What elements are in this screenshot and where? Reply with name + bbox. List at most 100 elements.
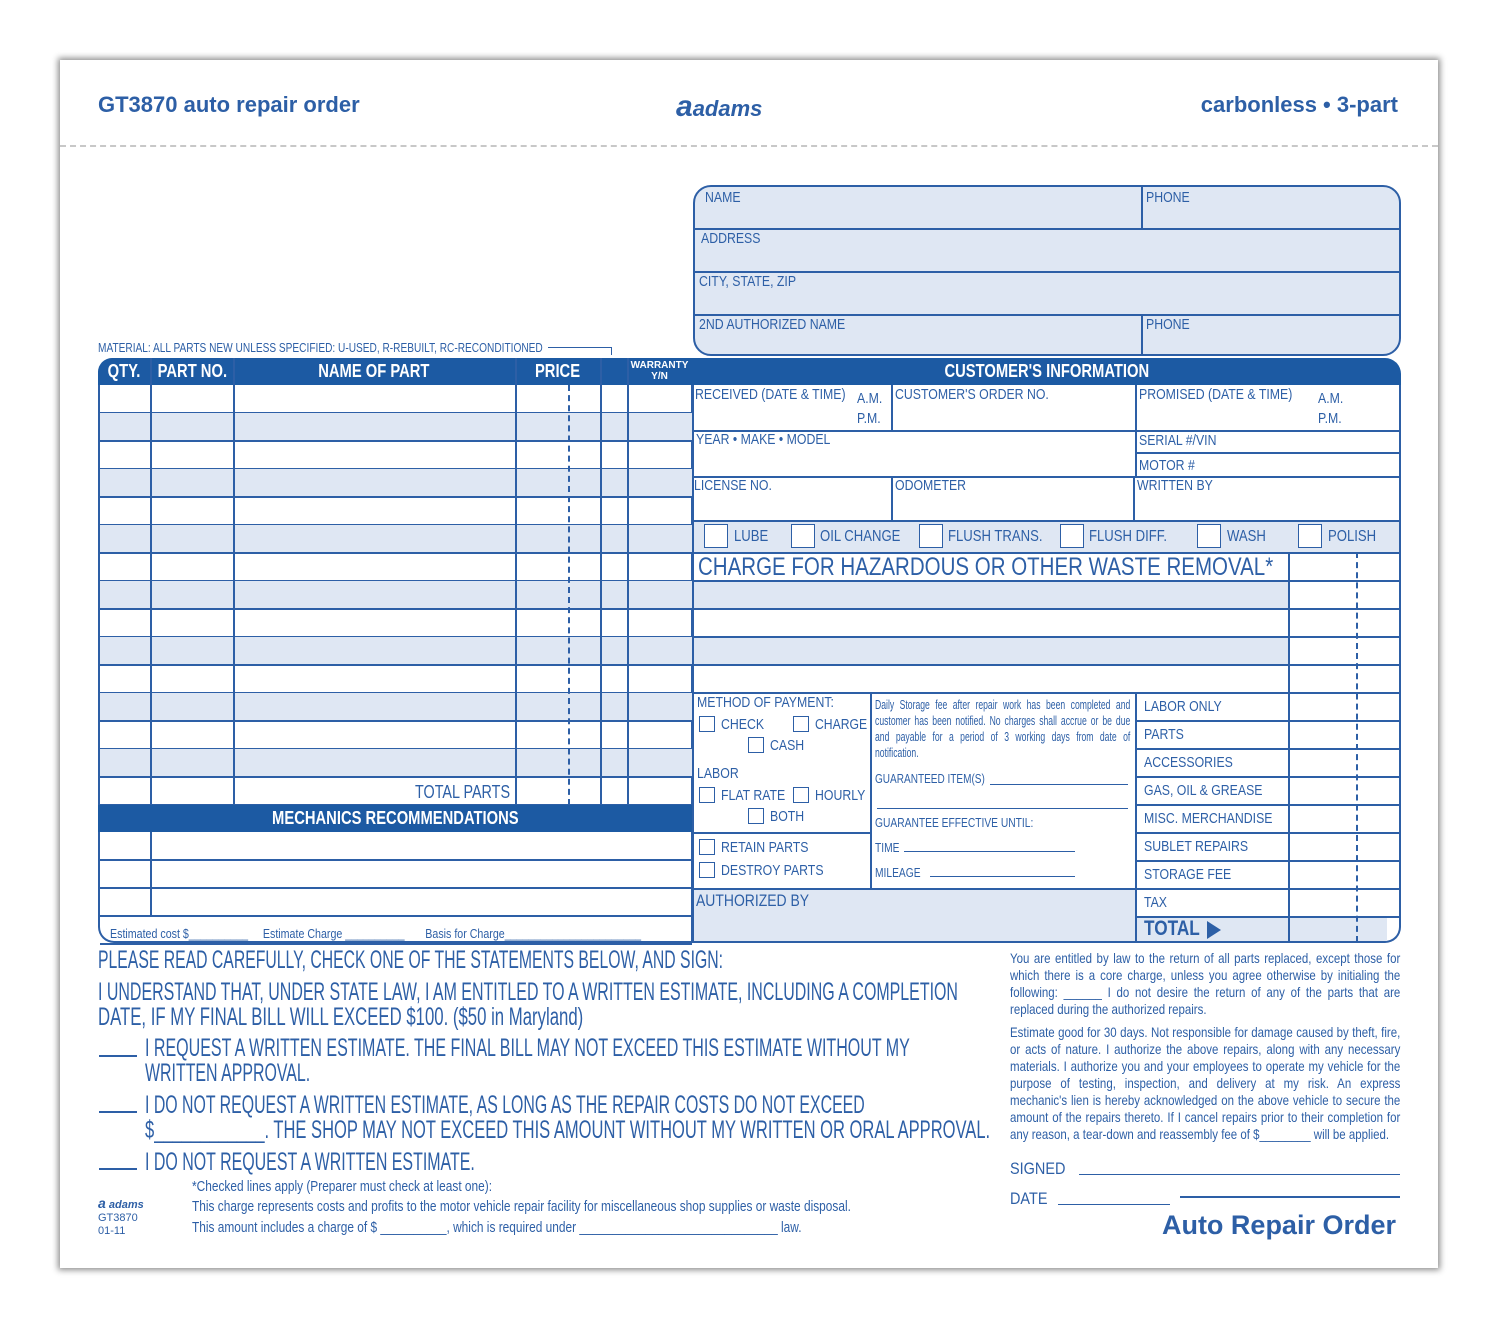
- option-written-estimate-cont: WRITTEN APPROVAL.: [145, 1059, 311, 1087]
- destroy-parts-checkbox[interactable]: [699, 862, 715, 878]
- amount-cell[interactable]: [1289, 888, 1399, 916]
- odometer-field[interactable]: ODOMETER: [895, 477, 967, 494]
- flat-rate-checkbox[interactable]: [699, 787, 715, 803]
- labor-label: LABOR: [697, 765, 739, 782]
- destroy-parts-label: DESTROY PARTS: [721, 862, 824, 879]
- table-row[interactable]: [100, 721, 692, 749]
- amount-cell[interactable]: [1289, 720, 1399, 748]
- rule-line: [100, 804, 692, 806]
- recommendation-row[interactable]: [150, 860, 692, 887]
- service-checkbox[interactable]: [1298, 524, 1322, 548]
- table-row[interactable]: [100, 385, 692, 413]
- table-row[interactable]: [100, 441, 692, 469]
- phone2-field[interactable]: PHONE: [1146, 316, 1190, 333]
- cash-checkbox[interactable]: [748, 737, 764, 753]
- address-field[interactable]: ADDRESS: [701, 230, 761, 247]
- recommendation-row[interactable]: [150, 888, 692, 915]
- date-label: DATE: [1010, 1189, 1048, 1208]
- shaded-band: [100, 637, 692, 665]
- pm-label: P.M.: [857, 410, 881, 427]
- table-row[interactable]: [100, 693, 692, 721]
- rule-line: [1135, 385, 1137, 476]
- table-row[interactable]: [100, 609, 692, 637]
- table-row[interactable]: [100, 413, 692, 441]
- rule-line: [693, 888, 1135, 890]
- law-text-line2: DATE, IF MY FINAL BILL WILL EXCEED $100.…: [98, 1003, 584, 1031]
- service-checkbox[interactable]: [1060, 524, 1084, 548]
- table-row[interactable]: [100, 637, 692, 665]
- motor-number-field[interactable]: MOTOR #: [1139, 457, 1195, 474]
- city-state-zip-field[interactable]: CITY, STATE, ZIP: [699, 273, 797, 290]
- amount-cell[interactable]: [1289, 832, 1399, 860]
- written-by-field[interactable]: WRITTEN BY: [1137, 477, 1213, 494]
- table-row[interactable]: [100, 525, 692, 553]
- form-code: GT3870: [98, 1212, 138, 1224]
- rule-line: [1133, 476, 1135, 520]
- name-field[interactable]: NAME: [705, 189, 741, 206]
- service-checkbox[interactable]: [704, 524, 728, 548]
- received-date-field[interactable]: RECEIVED (DATE & TIME): [695, 386, 846, 403]
- footer-adams-logo: a adams: [98, 1195, 144, 1211]
- recommendation-row[interactable]: [150, 832, 692, 859]
- both-checkbox[interactable]: [748, 808, 764, 824]
- amount-cell[interactable]: [1289, 748, 1399, 776]
- date-row: DATE: [1010, 1179, 1170, 1209]
- serial-vin-field[interactable]: SERIAL #/VIN: [1139, 432, 1217, 449]
- total-parts-label: TOTAL PARTS: [415, 782, 511, 802]
- service-checkbox[interactable]: [1197, 524, 1221, 548]
- mechanics-header: MECHANICS RECOMMENDATIONS: [98, 805, 693, 832]
- license-no-field[interactable]: LICENSE NO.: [694, 477, 772, 494]
- mileage-label: MILEAGE: [875, 866, 921, 880]
- hourly-label: HOURLY: [815, 787, 866, 804]
- table-row[interactable]: [100, 497, 692, 525]
- shaded-band: [694, 636, 1288, 664]
- rule-line: [1135, 692, 1137, 942]
- retain-parts-checkbox[interactable]: [699, 839, 715, 855]
- rule-line: [693, 476, 1400, 478]
- table-row[interactable]: [100, 777, 692, 805]
- hourly-checkbox[interactable]: [793, 787, 809, 803]
- amount-cell[interactable]: [1289, 776, 1399, 804]
- date-field-extension[interactable]: [1180, 1196, 1400, 1198]
- cash-label: CASH: [770, 737, 805, 754]
- service-checkbox[interactable]: [919, 524, 943, 548]
- check-checkbox[interactable]: [699, 716, 715, 732]
- table-row[interactable]: [100, 749, 692, 777]
- charge-checkbox[interactable]: [793, 716, 809, 732]
- form-revision: 01-11: [98, 1225, 126, 1237]
- table-row[interactable]: [100, 553, 692, 581]
- service-label: WASH: [1227, 528, 1266, 545]
- rule-line: [1135, 916, 1400, 918]
- amount-cell[interactable]: [1289, 804, 1399, 832]
- option-written-estimate[interactable]: I REQUEST A WRITTEN ESTIMATE. THE FINAL …: [145, 1034, 910, 1062]
- date-field[interactable]: [1058, 1203, 1170, 1205]
- amount-cell[interactable]: [1289, 860, 1399, 888]
- rule-line: [1135, 888, 1400, 890]
- amount-cell[interactable]: [1289, 692, 1399, 720]
- rule-line: [100, 859, 692, 861]
- service-checkbox[interactable]: [791, 524, 815, 548]
- rule-line: [100, 580, 692, 582]
- rule-line: [100, 887, 692, 889]
- option-no-estimate-limit[interactable]: I DO NOT REQUEST A WRITTEN ESTIMATE, AS …: [145, 1091, 865, 1119]
- table-row[interactable]: [100, 469, 692, 497]
- authorized-by-field[interactable]: AUTHORIZED BY: [696, 891, 810, 910]
- option-no-estimate[interactable]: I DO NOT REQUEST A WRITTEN ESTIMATE.: [145, 1148, 475, 1176]
- promised-date-field[interactable]: PROMISED (DATE & TIME): [1139, 386, 1293, 403]
- customer-order-no-field[interactable]: CUSTOMER'S ORDER NO.: [895, 386, 1049, 403]
- second-authorized-name-field[interactable]: 2ND AUTHORIZED NAME: [699, 316, 846, 333]
- rule-line: [693, 692, 1400, 694]
- year-make-model-field[interactable]: YEAR • MAKE • MODEL: [696, 431, 831, 448]
- estimated-cost-field[interactable]: Estimated cost $__________ Estimate Char…: [110, 926, 642, 941]
- retain-parts-label: RETAIN PARTS: [721, 839, 809, 856]
- total-line-tax: TAX: [1144, 894, 1168, 911]
- cents-divider: [1356, 552, 1358, 942]
- phone-field[interactable]: PHONE: [1146, 189, 1190, 206]
- rule-line: [100, 552, 692, 554]
- storage-fee-text: Daily Storage fee after repair work has …: [875, 698, 1131, 760]
- table-row[interactable]: [100, 581, 692, 609]
- total-line-misc-merchandise: MISC. MERCHANDISE: [1144, 810, 1273, 827]
- service-label: FLUSH TRANS.: [948, 528, 1043, 545]
- signed-field[interactable]: [1079, 1173, 1400, 1175]
- table-row[interactable]: [100, 665, 692, 693]
